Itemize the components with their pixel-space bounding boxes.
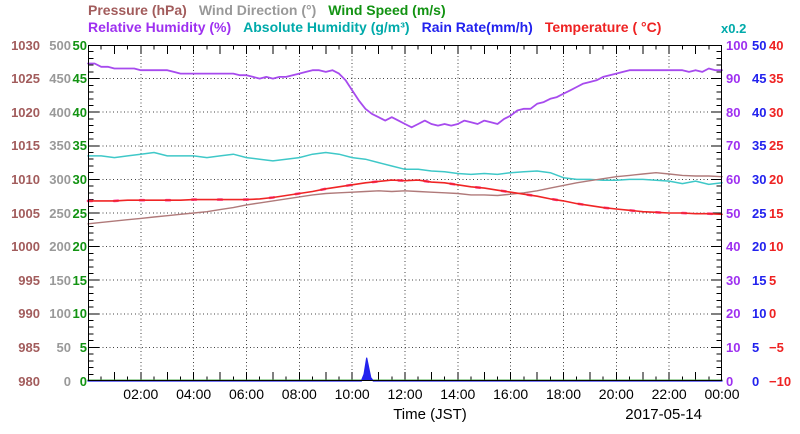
pressure-tick-label: 1010 [11, 171, 40, 187]
plot-frame [88, 45, 722, 381]
temperature-tick-label: −10 [769, 373, 792, 389]
wind-direction-tick-label: 150 [49, 272, 71, 288]
relative-humidity-tick-label: 40 [726, 239, 741, 255]
time-tick-label: 22:00 [651, 386, 687, 402]
time-tick-label: 10:00 [334, 386, 370, 402]
wind-speed-tick-label: 15 [72, 272, 87, 288]
pressure-tick-label: 1000 [11, 239, 40, 255]
time-tick-label: 02:00 [123, 386, 159, 402]
temperature-tick-label: 15 [769, 205, 784, 221]
temperature-tick-label: 5 [769, 272, 777, 288]
time-tick-label: 00:00 [704, 386, 740, 402]
relative-humidity-tick-label: 0 [726, 373, 734, 389]
temperature-tick-label: 25 [769, 138, 784, 154]
rain-rate-tick-label: 30 [752, 171, 767, 187]
time-tick-label: 16:00 [493, 386, 529, 402]
pressure-tick-label: 995 [18, 272, 40, 288]
pressure-tick-label: 985 [18, 339, 40, 355]
time-tick-label: 14:00 [440, 386, 476, 402]
relative-humidity-tick-label: 20 [726, 306, 741, 322]
rain-rate-tick-label: 50 [752, 37, 767, 53]
wind-speed-tick-label: 45 [72, 71, 87, 87]
legend-item-wind-speed: Wind Speed (m/s) [328, 2, 446, 18]
wind-direction-tick-label: 200 [49, 239, 71, 255]
time-tick-label: 12:00 [387, 386, 423, 402]
legend-row-1: Pressure (hPa) Wind Direction (°) Wind Spe… [88, 2, 446, 18]
rain-rate-tick-label: 10 [752, 306, 767, 322]
wind-direction-tick-label: 350 [49, 138, 71, 154]
series-temperature-fringe [86, 178, 724, 216]
temperature-tick-label: 0 [769, 306, 777, 322]
rain-rate-tick-label: 5 [752, 339, 760, 355]
date-label: 2017-05-14 [625, 406, 702, 423]
relative-humidity-tick-label: 100 [726, 37, 748, 53]
time-tick-label: 04:00 [176, 386, 212, 402]
series-temperature [87, 179, 723, 216]
time-tick-label: 20:00 [598, 386, 634, 402]
relative-humidity-tick-label: 90 [726, 71, 741, 87]
legend-item-pressure: Pressure (hPa) [88, 2, 187, 18]
temperature-tick-label: 30 [769, 104, 784, 120]
legend-item-temperature: Temperature ( °C) [544, 19, 662, 35]
wind-speed-tick-label: 5 [79, 339, 87, 355]
relative-humidity-tick-label: 30 [726, 272, 741, 288]
wind-speed-tick-label: 0 [79, 373, 87, 389]
time-tick-label: 08:00 [281, 386, 317, 402]
pressure-tick-label: 1020 [11, 104, 40, 120]
legend-item-rain-rate: Rain Rate(mm/h) [421, 19, 533, 35]
time-tick-label: 06:00 [228, 386, 265, 402]
wind-direction-tick-label: 0 [63, 373, 71, 389]
series-pressure [87, 171, 723, 225]
pressure-tick-label: 980 [18, 373, 40, 389]
pressure-tick-label: 990 [18, 306, 40, 322]
x-axis-title: Time (JST) [393, 406, 467, 423]
wind-direction-tick-label: 500 [49, 37, 71, 53]
legend-item-absolute-humidity: Absolute Humidity (g/m³) [243, 19, 410, 35]
rain-rate-tick-label: 25 [752, 205, 767, 221]
rain-rate-tick-label: 40 [752, 104, 767, 120]
series-absolute-humidity [87, 151, 723, 186]
relative-humidity-tick-label: 60 [726, 171, 741, 187]
wind-direction-tick-label: 300 [49, 171, 71, 187]
rain-rate-tick-label: 20 [752, 239, 767, 255]
scale-factor-note: x0.2 [721, 21, 747, 36]
rain-rate-tick-label: 15 [752, 272, 767, 288]
wind-direction-tick-label: 450 [49, 71, 71, 87]
relative-humidity-tick-label: 10 [726, 339, 741, 355]
wind-speed-tick-label: 35 [72, 138, 87, 154]
relative-humidity-tick-label: 80 [726, 104, 741, 120]
time-tick-label: 18:00 [545, 386, 582, 402]
relative-humidity-tick-label: 50 [726, 205, 741, 221]
pressure-tick-label: 1030 [11, 37, 40, 53]
temperature-tick-label: 10 [769, 239, 784, 255]
rain-rate-tick-label: 35 [752, 138, 767, 154]
series-relative-humidity [87, 62, 723, 129]
pressure-tick-label: 1025 [11, 71, 40, 87]
pressure-tick-label: 1015 [11, 138, 40, 154]
wind-speed-tick-label: 40 [72, 104, 87, 120]
wind-direction-tick-label: 50 [56, 339, 71, 355]
rain-rate-tick-label: 0 [752, 373, 760, 389]
wind-direction-tick-label: 100 [49, 306, 71, 322]
temperature-tick-label: 40 [769, 37, 784, 53]
wind-direction-tick-label: 250 [49, 205, 71, 221]
pressure-tick-label: 1005 [11, 205, 40, 221]
legend-item-wind-direction: Wind Direction (°) [198, 2, 317, 18]
legend-row-2: Relative Humidity (%) Absolute Humidity (… [88, 19, 661, 35]
wind-speed-tick-label: 50 [72, 37, 87, 53]
wind-speed-tick-label: 30 [72, 171, 87, 187]
temperature-tick-label: 20 [769, 171, 784, 187]
wind-direction-tick-label: 400 [49, 104, 71, 120]
relative-humidity-tick-label: 70 [726, 138, 741, 154]
temperature-tick-label: 35 [769, 71, 784, 87]
rain-rate-tick-label: 45 [752, 71, 767, 87]
wind-speed-tick-label: 25 [72, 205, 87, 221]
wind-speed-tick-label: 20 [72, 239, 87, 255]
legend-item-relative-humidity: Relative Humidity (%) [88, 19, 232, 35]
wind-speed-tick-label: 10 [72, 306, 87, 322]
temperature-tick-label: −5 [769, 339, 784, 355]
